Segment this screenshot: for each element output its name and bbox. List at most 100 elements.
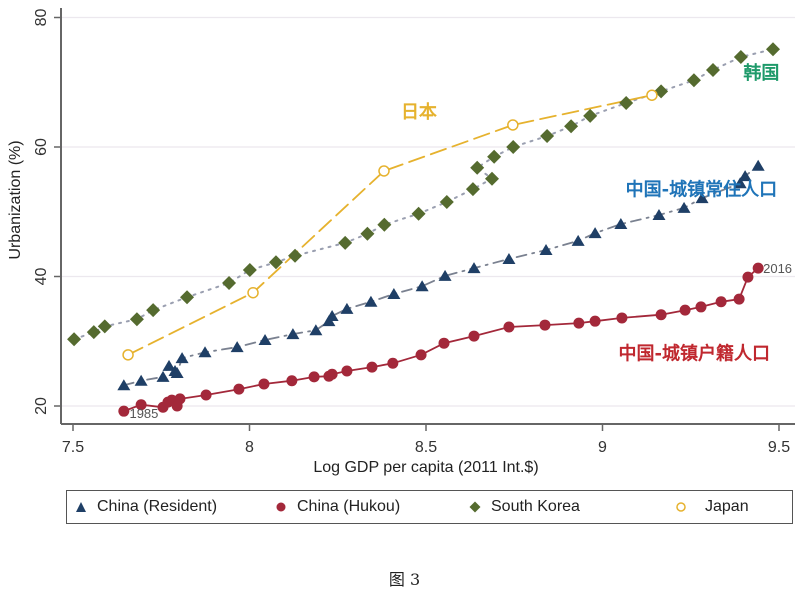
y-tick-label: 40 — [33, 268, 50, 286]
point-china-hukou — [286, 375, 298, 387]
point-south-korea — [377, 217, 392, 232]
legend-item-south-korea: South Korea — [469, 491, 580, 523]
x-tick-label: 9.5 — [768, 439, 790, 456]
point-china-resident — [438, 269, 452, 281]
point-china-resident — [467, 262, 481, 274]
point-south-korea — [619, 95, 634, 110]
circle-marker-icon — [276, 502, 286, 512]
point-china-resident — [258, 333, 272, 345]
point-china-resident — [340, 302, 354, 314]
point-china-hukou — [752, 262, 764, 274]
series-annotation: 韩国 — [743, 62, 779, 84]
point-china-resident — [588, 227, 602, 239]
point-china-resident — [156, 370, 170, 382]
point-china-hukou — [679, 304, 691, 316]
point-china-resident — [309, 324, 323, 336]
point-china-resident — [695, 192, 709, 204]
x-tick-label: 9 — [598, 439, 607, 456]
legend-label: Japan — [705, 498, 749, 515]
point-japan — [247, 286, 259, 299]
point-china-hukou — [503, 321, 515, 333]
point-china-hukou — [742, 271, 754, 283]
point-china-resident — [117, 379, 131, 391]
axes — [60, 8, 795, 425]
x-tick-label: 7.5 — [62, 439, 84, 456]
point-china-hukou — [233, 383, 245, 395]
legend-item-china-resident: China (Resident) — [75, 491, 217, 523]
point-china-hukou — [589, 315, 601, 327]
point-china-resident — [539, 243, 553, 255]
series-points — [67, 42, 780, 417]
point-south-korea — [470, 160, 485, 175]
point-china-resident — [364, 295, 378, 307]
point-china-resident — [738, 170, 752, 182]
y-axis-title: Urbanization (%) — [7, 140, 24, 259]
point-south-korea — [487, 149, 502, 164]
point-label: 1985 — [129, 406, 158, 421]
series-annotation: 中国-城镇常住人口 — [626, 179, 777, 201]
point-south-korea — [765, 42, 780, 57]
point-china-hukou — [366, 361, 378, 373]
point-china-resident — [571, 234, 585, 246]
point-china-resident — [286, 328, 300, 340]
point-china-hukou — [135, 399, 147, 411]
point-south-korea — [686, 73, 701, 88]
point-japan — [122, 349, 134, 361]
hollow-circle-marker-icon — [676, 502, 686, 512]
point-south-korea — [583, 108, 598, 123]
series-annotation: 日本 — [401, 101, 437, 123]
point-south-korea — [705, 62, 720, 77]
legend-item-china-hukou: China (Hukou) — [275, 491, 400, 523]
axis-ticks: 20 40 60 80 7.5 8 8.5 9 9.5 — [33, 9, 790, 457]
point-china-hukou — [733, 293, 745, 305]
urbanization-chart: 20 40 60 80 7.5 8 8.5 9 9.5 Urbanization (%) Log… — [7, 8, 795, 476]
legend-label: South Korea — [491, 498, 580, 515]
point-south-korea — [360, 226, 375, 241]
point-south-korea — [506, 140, 521, 154]
point-south-korea — [338, 235, 353, 250]
diamond-marker-icon — [469, 501, 481, 513]
point-south-korea — [97, 319, 112, 334]
point-china-resident — [652, 208, 666, 220]
point-china-hukou — [387, 357, 399, 369]
point-china-hukou — [415, 349, 427, 361]
point-china-hukou — [118, 405, 130, 417]
point-china-resident — [751, 159, 765, 171]
point-china-hukou — [308, 371, 320, 383]
point-china-hukou — [326, 368, 338, 380]
point-china-resident — [614, 218, 628, 230]
gridlines — [62, 16, 795, 407]
point-china-hukou — [539, 319, 551, 331]
point-china-hukou — [573, 317, 585, 329]
legend: China (Resident) China (Hukou) South Kor… — [66, 490, 793, 524]
point-china-resident — [162, 359, 176, 371]
x-tick-label: 8.5 — [415, 439, 437, 456]
point-china-resident — [134, 374, 148, 386]
point-china-hukou — [695, 301, 707, 313]
y-tick-label: 20 — [33, 397, 50, 415]
point-south-korea — [288, 248, 303, 263]
x-axis-title: Log GDP per capita (2011 Int.$) — [313, 459, 538, 476]
point-japan — [646, 89, 658, 101]
point-south-korea — [86, 325, 101, 340]
point-south-korea — [67, 332, 82, 347]
legend-item-japan: Japan — [675, 491, 749, 523]
y-tick-label: 80 — [33, 9, 50, 27]
point-china-hukou — [616, 312, 628, 324]
point-south-korea — [146, 303, 161, 318]
point-china-hukou — [468, 330, 480, 342]
y-tick-label: 60 — [33, 138, 50, 156]
legend-label: China (Resident) — [97, 498, 218, 515]
series-annotation: 中国-城镇户籍人口 — [619, 342, 770, 364]
point-japan — [378, 165, 390, 177]
point-china-resident — [175, 352, 189, 364]
point-china-resident — [170, 366, 184, 378]
point-south-korea — [564, 119, 579, 134]
point-south-korea — [180, 290, 195, 305]
figure-caption: 图 3 — [388, 570, 421, 589]
point-china-resident — [198, 346, 212, 358]
point-label: 2016 — [763, 261, 792, 276]
point-china-hukou — [174, 393, 186, 405]
triangle-marker-icon — [76, 502, 86, 512]
series-line-japan — [127, 94, 653, 356]
